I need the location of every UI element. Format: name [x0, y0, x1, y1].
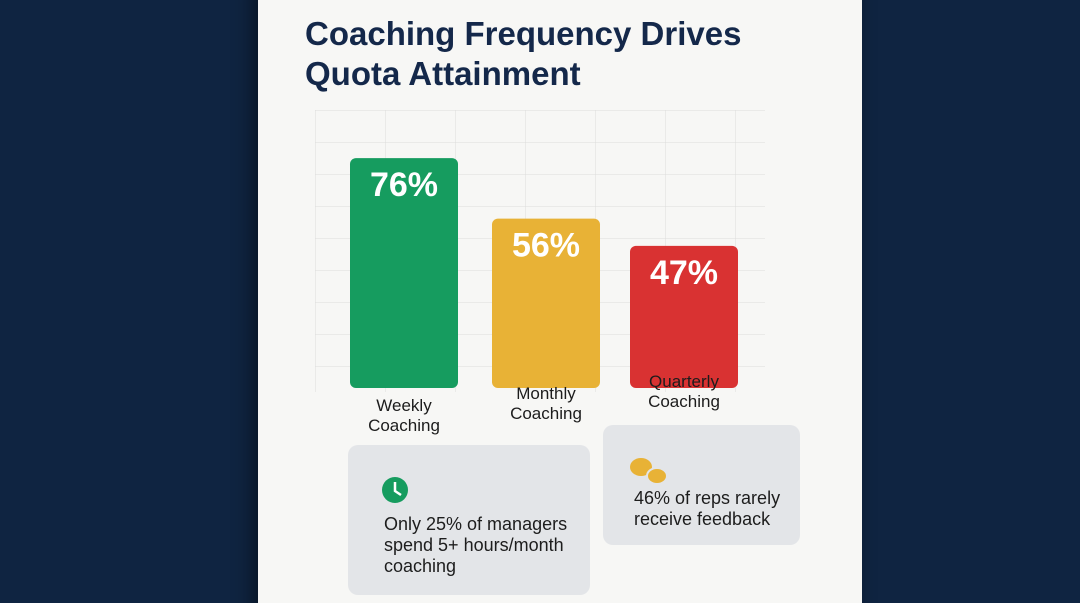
bar	[492, 218, 600, 388]
bar	[630, 245, 738, 388]
x-tick-label: Monthly Coaching	[510, 384, 582, 423]
stat-box	[348, 445, 590, 595]
bar	[350, 158, 458, 388]
chart-title: Coaching Frequency Drives Quota Attainme…	[305, 15, 742, 92]
data-label: 47%	[650, 254, 718, 292]
annotation: 46% of reps rarely receive feedback	[634, 488, 781, 529]
stat-box	[603, 425, 800, 545]
data-label: 56%	[512, 227, 580, 265]
chat-icon	[646, 467, 668, 485]
chat-icon	[630, 458, 652, 476]
x-tick-label: Weekly Coaching	[368, 396, 440, 435]
clock-hands	[393, 482, 402, 497]
x-tick-label: Quarterly Coaching	[648, 372, 720, 411]
data-label: 76%	[370, 166, 438, 204]
annotation: Only 25% of managers spend 5+ hours/mont…	[384, 514, 568, 576]
